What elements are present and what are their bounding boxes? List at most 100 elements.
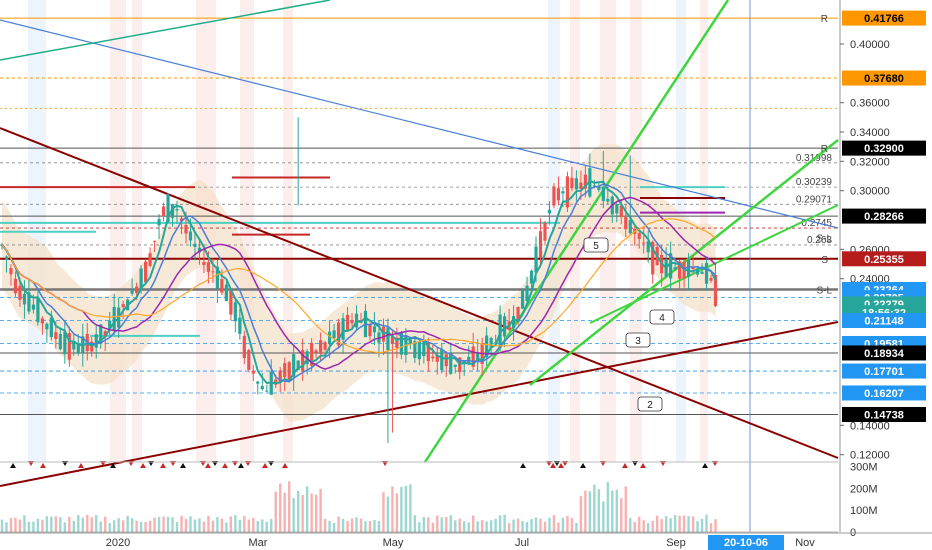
volume-bar [629,517,632,532]
price-axis: 0.40000 0.36000 0.34000 0.32000 0.30000 0.260… [816,0,932,550]
candle-body [157,219,161,226]
candle-body [81,336,85,353]
volume-bar [220,518,224,532]
volume-bar [5,522,8,532]
volume-bar [229,516,233,532]
volume-bar [189,516,192,532]
trendline [0,19,839,229]
volume-bar [310,493,313,532]
volume-bar [279,483,282,532]
candle-body [112,306,116,332]
candle-body [314,350,318,353]
volume-bar [104,516,107,532]
ma-blue [1,183,716,383]
candle-body [327,331,332,345]
candle-body [583,174,587,189]
candle-body [211,271,215,273]
volume-bar [288,481,291,532]
candle-body [529,270,534,284]
volume-bar [682,515,686,532]
candle-body [570,177,574,189]
volume-bar [261,519,264,532]
price-tag [842,70,926,86]
volume-bar [23,515,26,532]
candle-body [350,320,354,324]
volume-bar [705,514,708,532]
price-tag-label: 0.14738 [864,410,904,422]
candle-body [574,178,578,190]
volume-bar [669,518,672,532]
signal-marker [110,463,116,468]
volume-bar [36,518,40,532]
volume-bar [404,485,408,532]
volume-bar [530,519,533,532]
volume-bar [184,518,188,532]
signal-marker [580,463,586,468]
candle-body [615,204,619,214]
volume-bar [454,520,457,532]
volume-bar [552,515,556,532]
price-tag [842,140,926,156]
volume-bar [463,521,466,532]
candle-body [4,256,9,260]
candle-body [278,370,282,383]
volume-bar [139,521,143,532]
candle-body [543,222,547,241]
volume-bar [157,517,161,532]
candle-body [547,209,552,214]
trendline [0,321,839,487]
current-date-tag [708,535,784,550]
level-side-letter: S-L [816,286,832,297]
candle-body [287,362,291,380]
volume-axis-label: 300M [850,461,878,473]
signal-marker [238,463,244,468]
price-tag-label: 0.28266 [864,211,904,223]
volume-bar [440,517,443,532]
volume-bar [126,515,129,532]
volume-bar [359,518,363,532]
trendline [423,0,730,463]
price-tag [842,10,926,26]
candle-body [22,293,27,305]
candle-body [476,352,480,362]
candle-body [40,318,44,324]
volume-bar [265,521,268,532]
signal-marker [10,463,16,468]
signal-marker [282,463,288,468]
volume-bar [108,523,111,532]
price-tag [842,385,926,401]
candle-body [9,268,13,275]
candle-body [561,191,565,194]
volume-bar [449,515,452,532]
current-date-label: 20-10-06 [724,537,768,549]
candle-body [686,259,691,277]
volume-bar [341,518,345,532]
candle-body [274,379,278,385]
time-axis-label: Sep [666,537,686,549]
callout-label: 2 [647,400,653,411]
volume-bar [198,518,201,532]
axis-tick-label: 0.26000 [850,244,890,256]
volume-bar [521,521,524,532]
candle-body [628,220,632,234]
candle-body [72,341,76,350]
price-tag-label: 0.41766 [864,13,904,25]
volume-bar [350,518,354,532]
candle-body [435,354,439,362]
volume-bar [54,516,58,532]
candle-body [516,306,520,323]
candle-body [713,274,718,307]
volume-bar [606,482,610,532]
volume-bar [166,516,170,532]
callout-box [625,332,651,348]
axis-tick-label: 0.32000 [850,156,890,168]
candle-body [148,253,152,266]
volume-bar [664,516,668,532]
bollinger-band-fill [2,144,716,422]
volume-bar [211,520,215,532]
volume-bar [655,515,659,532]
volume-bar [121,520,125,532]
candle-body [489,338,493,349]
